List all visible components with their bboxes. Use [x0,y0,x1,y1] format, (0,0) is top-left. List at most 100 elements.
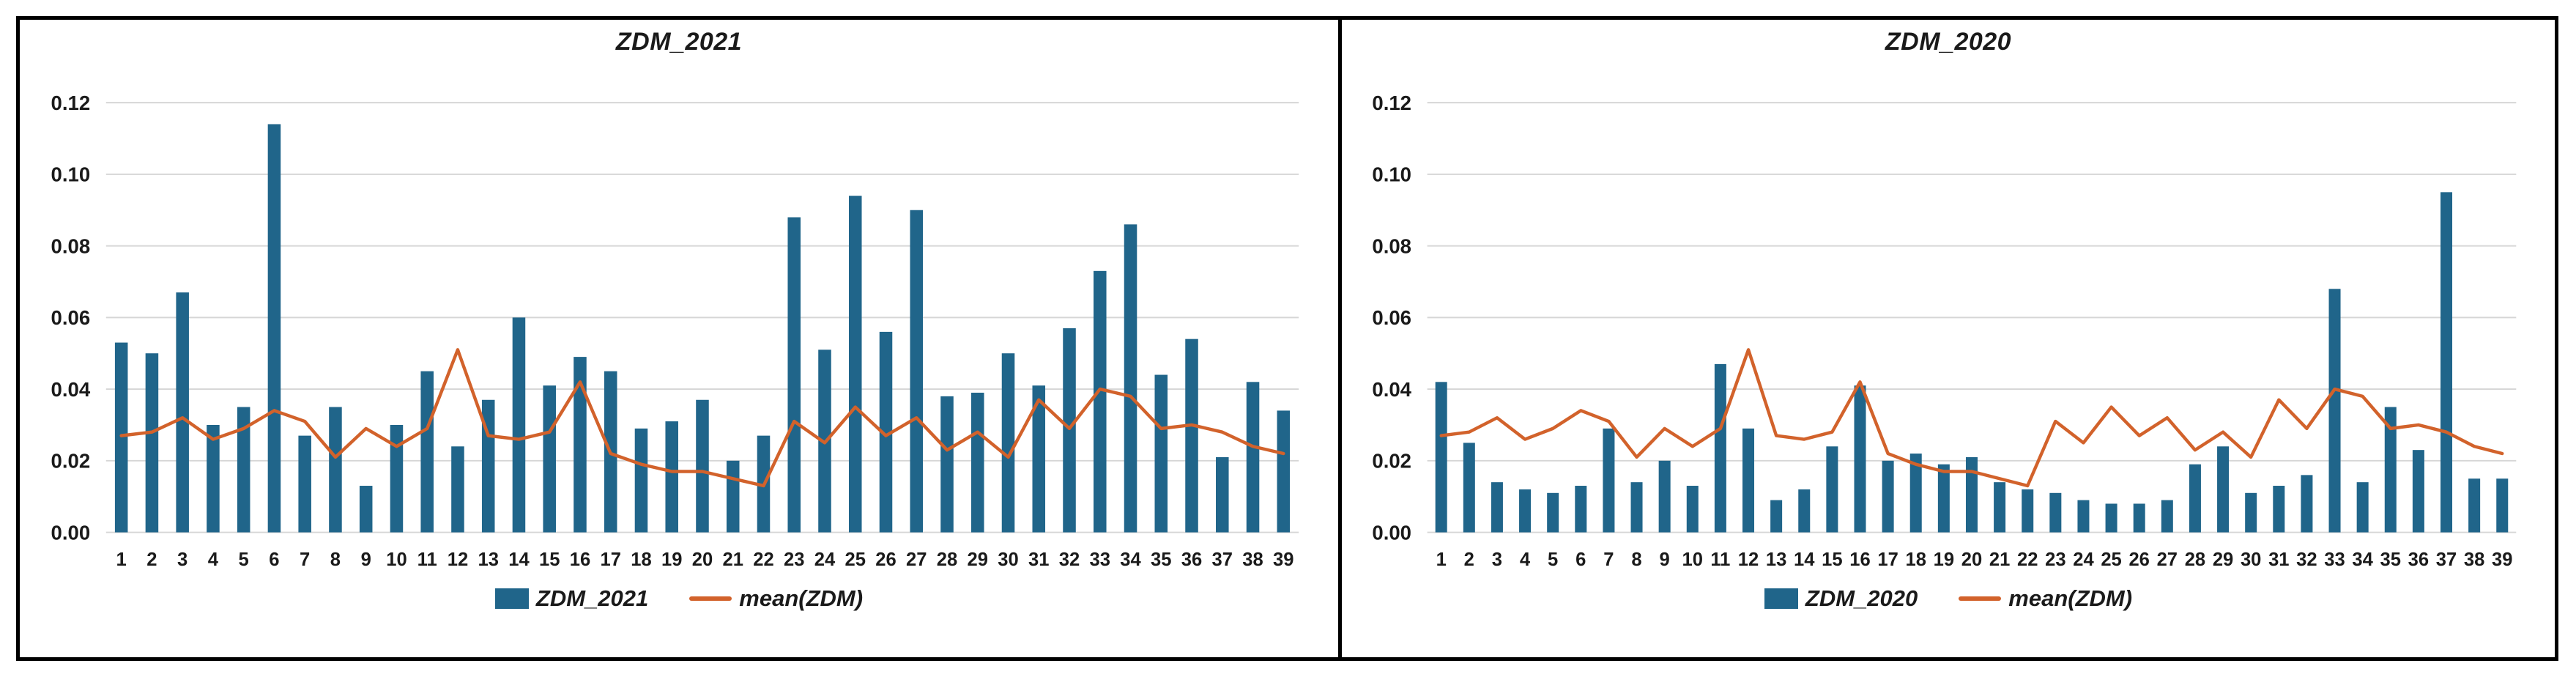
bar [1658,460,1671,533]
bar [1854,385,1866,533]
chart-canvas-zdm-2020: 0.000.020.040.060.080.100.121 2 3 4 5 6 7 8 9 10 1… [1372,92,2517,570]
x-tick-label: 36 [1181,550,1202,570]
x-tick-label: 12 [1738,550,1759,570]
line-series-label: mean(ZDM) [2008,585,2133,611]
chart-canvas-zdm-2021: 0.000.020.040.060.080.100.121 2 3 4 5 6 7 8 9 10 1… [51,92,1299,570]
bar [879,331,893,533]
bar [1124,224,1137,533]
bar [1630,482,1643,533]
x-tick-label: 33 [1090,550,1110,570]
x-tick-label: 16 [570,550,590,570]
bar [1435,382,1447,533]
x-tick-label: 31 [1028,550,1049,570]
x-tick-label: 13 [1766,550,1786,570]
x-tick-label: 7 [1603,550,1614,570]
bar [1603,428,1615,533]
bar [1742,428,1755,533]
bar [1882,460,1894,533]
bar [1519,489,1532,533]
figure-frame: ZDM_2021 0.00 0.02 0.04 0.06 0.08 0.10 0.12 1 2 3… [16,16,2558,661]
x-tick-label: 9 [361,550,371,570]
x-tick-label: 5 [1548,550,1558,570]
x-tick-label: 35 [1151,550,1171,570]
x-tick-label: 4 [208,550,219,570]
x-tick-label: 3 [177,550,188,570]
bar [1909,454,1922,533]
bar [1826,446,1838,533]
x-tick-label: 12 [448,550,468,570]
x-tick-label: 1 [1436,550,1447,570]
x-tick-label: 28 [937,550,957,570]
y-tick-label: 0.00 [51,521,91,544]
bar [267,124,281,533]
x-tick-label: 25 [2101,550,2121,570]
bar [390,424,404,533]
bar [145,353,159,533]
bar [910,210,924,533]
x-tick-label: 18 [631,550,651,570]
x-tick-label: 2 [146,550,157,570]
bar [2077,500,2090,533]
bar [1216,456,1229,533]
bar [481,399,495,533]
x-tick-label: 32 [1059,550,1080,570]
x-tick-label: 26 [875,550,896,570]
x-tick-label: 15 [1822,550,1842,570]
bar [2496,478,2509,533]
x-tick-label: 2 [1464,550,1474,570]
bar [2440,192,2453,533]
x-tick-label: 9 [1660,550,1670,570]
x-tick-label: 19 [661,550,682,570]
bar [1770,500,1783,533]
bar [512,317,526,533]
x-tick-label: 26 [2128,550,2149,570]
legend-item-line: mean(ZDM) [1959,585,2132,612]
bar [2273,486,2285,533]
chart-panel-zdm-2020: ZDM_2020 0.00 0.02 0.04 0.06 0.08 0.10 0.12 1 2 3… [1338,20,2555,657]
x-tick-label: 27 [2157,550,2178,570]
y-tick-label: 0.06 [1372,306,1411,329]
bar [1575,486,1587,533]
x-tick-label: 19 [1934,550,1954,570]
bar [1491,482,1503,533]
x-tick-label: 14 [508,550,530,570]
x-tick-label: 7 [300,550,310,570]
bar-series-swatch [494,588,529,609]
bar [2022,489,2034,533]
bar [2105,503,2117,533]
x-tick-label: 35 [2380,550,2401,570]
y-tick-label: 0.00 [1372,521,1411,544]
bar [2384,407,2397,533]
chart-legend: ZDM_2021 mean(ZDM) [20,575,1338,657]
x-tick-label: 39 [1273,550,1293,570]
chart-panel-zdm-2021: ZDM_2021 0.00 0.02 0.04 0.06 0.08 0.10 0.12 1 2 3… [20,20,1338,657]
x-tick-label: 33 [2324,550,2345,570]
bar [1937,464,1950,533]
bar [359,486,373,533]
line-series-label: mean(ZDM) [739,585,864,611]
bar [2356,482,2369,533]
bar [940,396,954,533]
x-tick-label: 4 [1520,550,1531,570]
chart-title: ZDM_2021 [615,28,743,56]
bar [451,446,464,533]
bar [1246,382,1260,533]
bar [2245,492,2257,533]
x-tick-label: 11 [1710,550,1730,570]
x-tick-label: 8 [1631,550,1641,570]
x-tick-label: 1 [116,550,127,570]
y-tick-label: 0.04 [51,378,91,401]
x-tick-label: 3 [1492,550,1502,570]
x-tick-label: 13 [478,550,498,570]
x-tick-label: 37 [1212,550,1233,570]
legend-item-bar: ZDM_2021 [494,585,648,612]
bar [1185,338,1198,533]
bar [970,392,984,533]
y-tick-label: 0.10 [1372,163,1411,186]
y-tick-label: 0.04 [1372,378,1411,401]
y-tick-label: 0.06 [51,306,91,329]
bar [1994,482,2006,533]
x-tick-label: 28 [2185,550,2205,570]
bar [665,421,678,533]
bar [1001,353,1015,533]
